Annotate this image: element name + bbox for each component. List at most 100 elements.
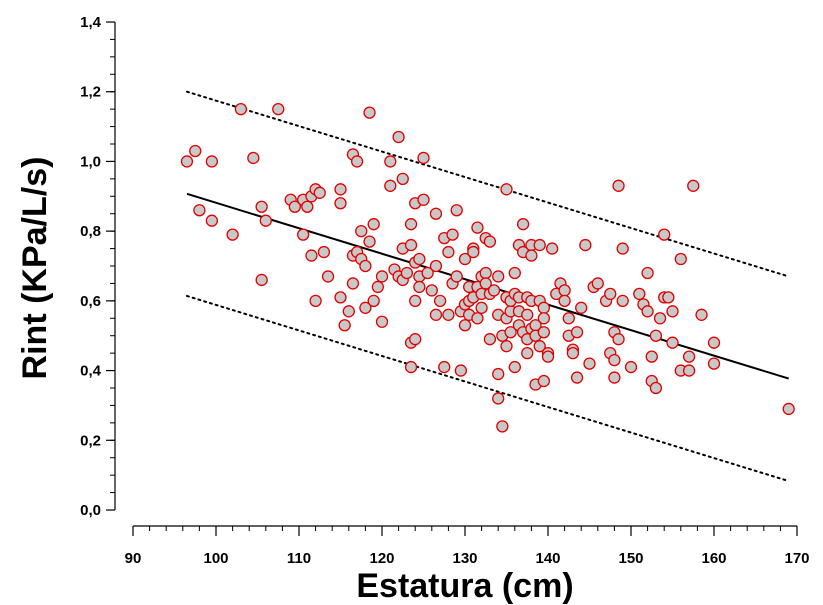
data-point [384,179,397,192]
data-point [496,420,509,433]
data-point [608,353,621,367]
data-point [384,155,397,168]
data-point [446,228,459,241]
data-point [695,308,708,321]
data-point [591,277,604,290]
data-point [454,364,468,377]
data-point [346,277,360,290]
data-point [417,151,430,165]
data-point [492,367,505,381]
data-point [433,294,447,308]
data-point [317,245,331,259]
data-point [641,305,654,318]
y-tick-label: 1,0 [80,153,101,170]
x-tick-label: 140 [535,550,560,567]
data-point [392,130,405,144]
x-tick-label: 150 [618,550,643,567]
data-point [193,204,206,217]
x-tick-label: 110 [287,550,311,567]
y-tick-label: 0,8 [80,223,101,240]
data-point [508,266,521,280]
data-point [247,151,260,165]
data-point [288,200,302,213]
data-point [492,270,505,283]
data-point [334,183,347,196]
data-point [404,218,418,231]
data-point [409,294,422,308]
data-point [400,266,414,280]
data-point [421,266,434,280]
lower-bound-line [185,294,790,483]
data-point [417,193,430,206]
data-point [487,284,501,297]
data-point [479,277,492,290]
data-point [334,197,347,210]
data-point [359,301,372,314]
data-point [537,326,550,339]
data-point [234,102,248,116]
data-point [450,204,463,217]
data-point [375,315,389,328]
data-point [359,259,372,273]
data-point [350,155,364,168]
data-point [321,270,335,283]
data-point [471,312,484,325]
x-tick-label: 130 [452,550,477,567]
y-tick-label: 1,4 [80,14,102,31]
data-point [575,301,588,314]
data-point [413,252,426,266]
data-point [570,326,584,339]
data-point [537,301,550,314]
data-point [189,144,202,158]
data-point [516,218,530,231]
data-point [546,242,559,255]
data-point [645,350,658,363]
y-tick-label: 0,0 [80,502,101,519]
x-tick-label: 100 [203,550,228,567]
data-point [566,346,580,360]
data-point [309,294,322,308]
data-point [666,305,679,318]
data-point [442,308,455,321]
data-point [570,371,584,384]
data-point [272,102,285,116]
data-point [521,346,534,360]
data-point [533,238,546,252]
data-point [205,214,219,227]
data-point [438,360,451,374]
data-point [367,218,380,231]
data-point [363,235,376,248]
data-point [367,294,380,308]
data-point [396,172,409,186]
y-tick-label: 0,6 [80,293,101,310]
data-point [533,340,546,353]
data-point [404,360,418,374]
data-point [479,266,492,280]
data-point [612,179,625,192]
upper-bound-line [185,90,790,278]
data-point [226,228,239,241]
data-point [649,381,663,395]
data-point [205,155,219,168]
data-point [583,357,596,370]
data-point [707,357,721,370]
data-point [375,270,389,283]
data-point [467,245,480,259]
data-point [682,350,696,363]
data-point [666,336,679,349]
data-point [612,333,625,346]
x-tick-label: 170 [784,550,809,567]
data-point [404,238,418,252]
data-point [458,252,472,266]
data-point [492,392,505,405]
data-point [674,252,687,266]
y-axis-title: Rint (KPa/L/s) [16,157,54,380]
data-point [616,242,629,255]
data-point [305,249,318,262]
data-point [450,270,463,283]
data-point [662,291,675,304]
data-point [521,308,534,321]
data-point [296,228,310,241]
data-point [782,402,795,416]
data-point [604,287,617,301]
